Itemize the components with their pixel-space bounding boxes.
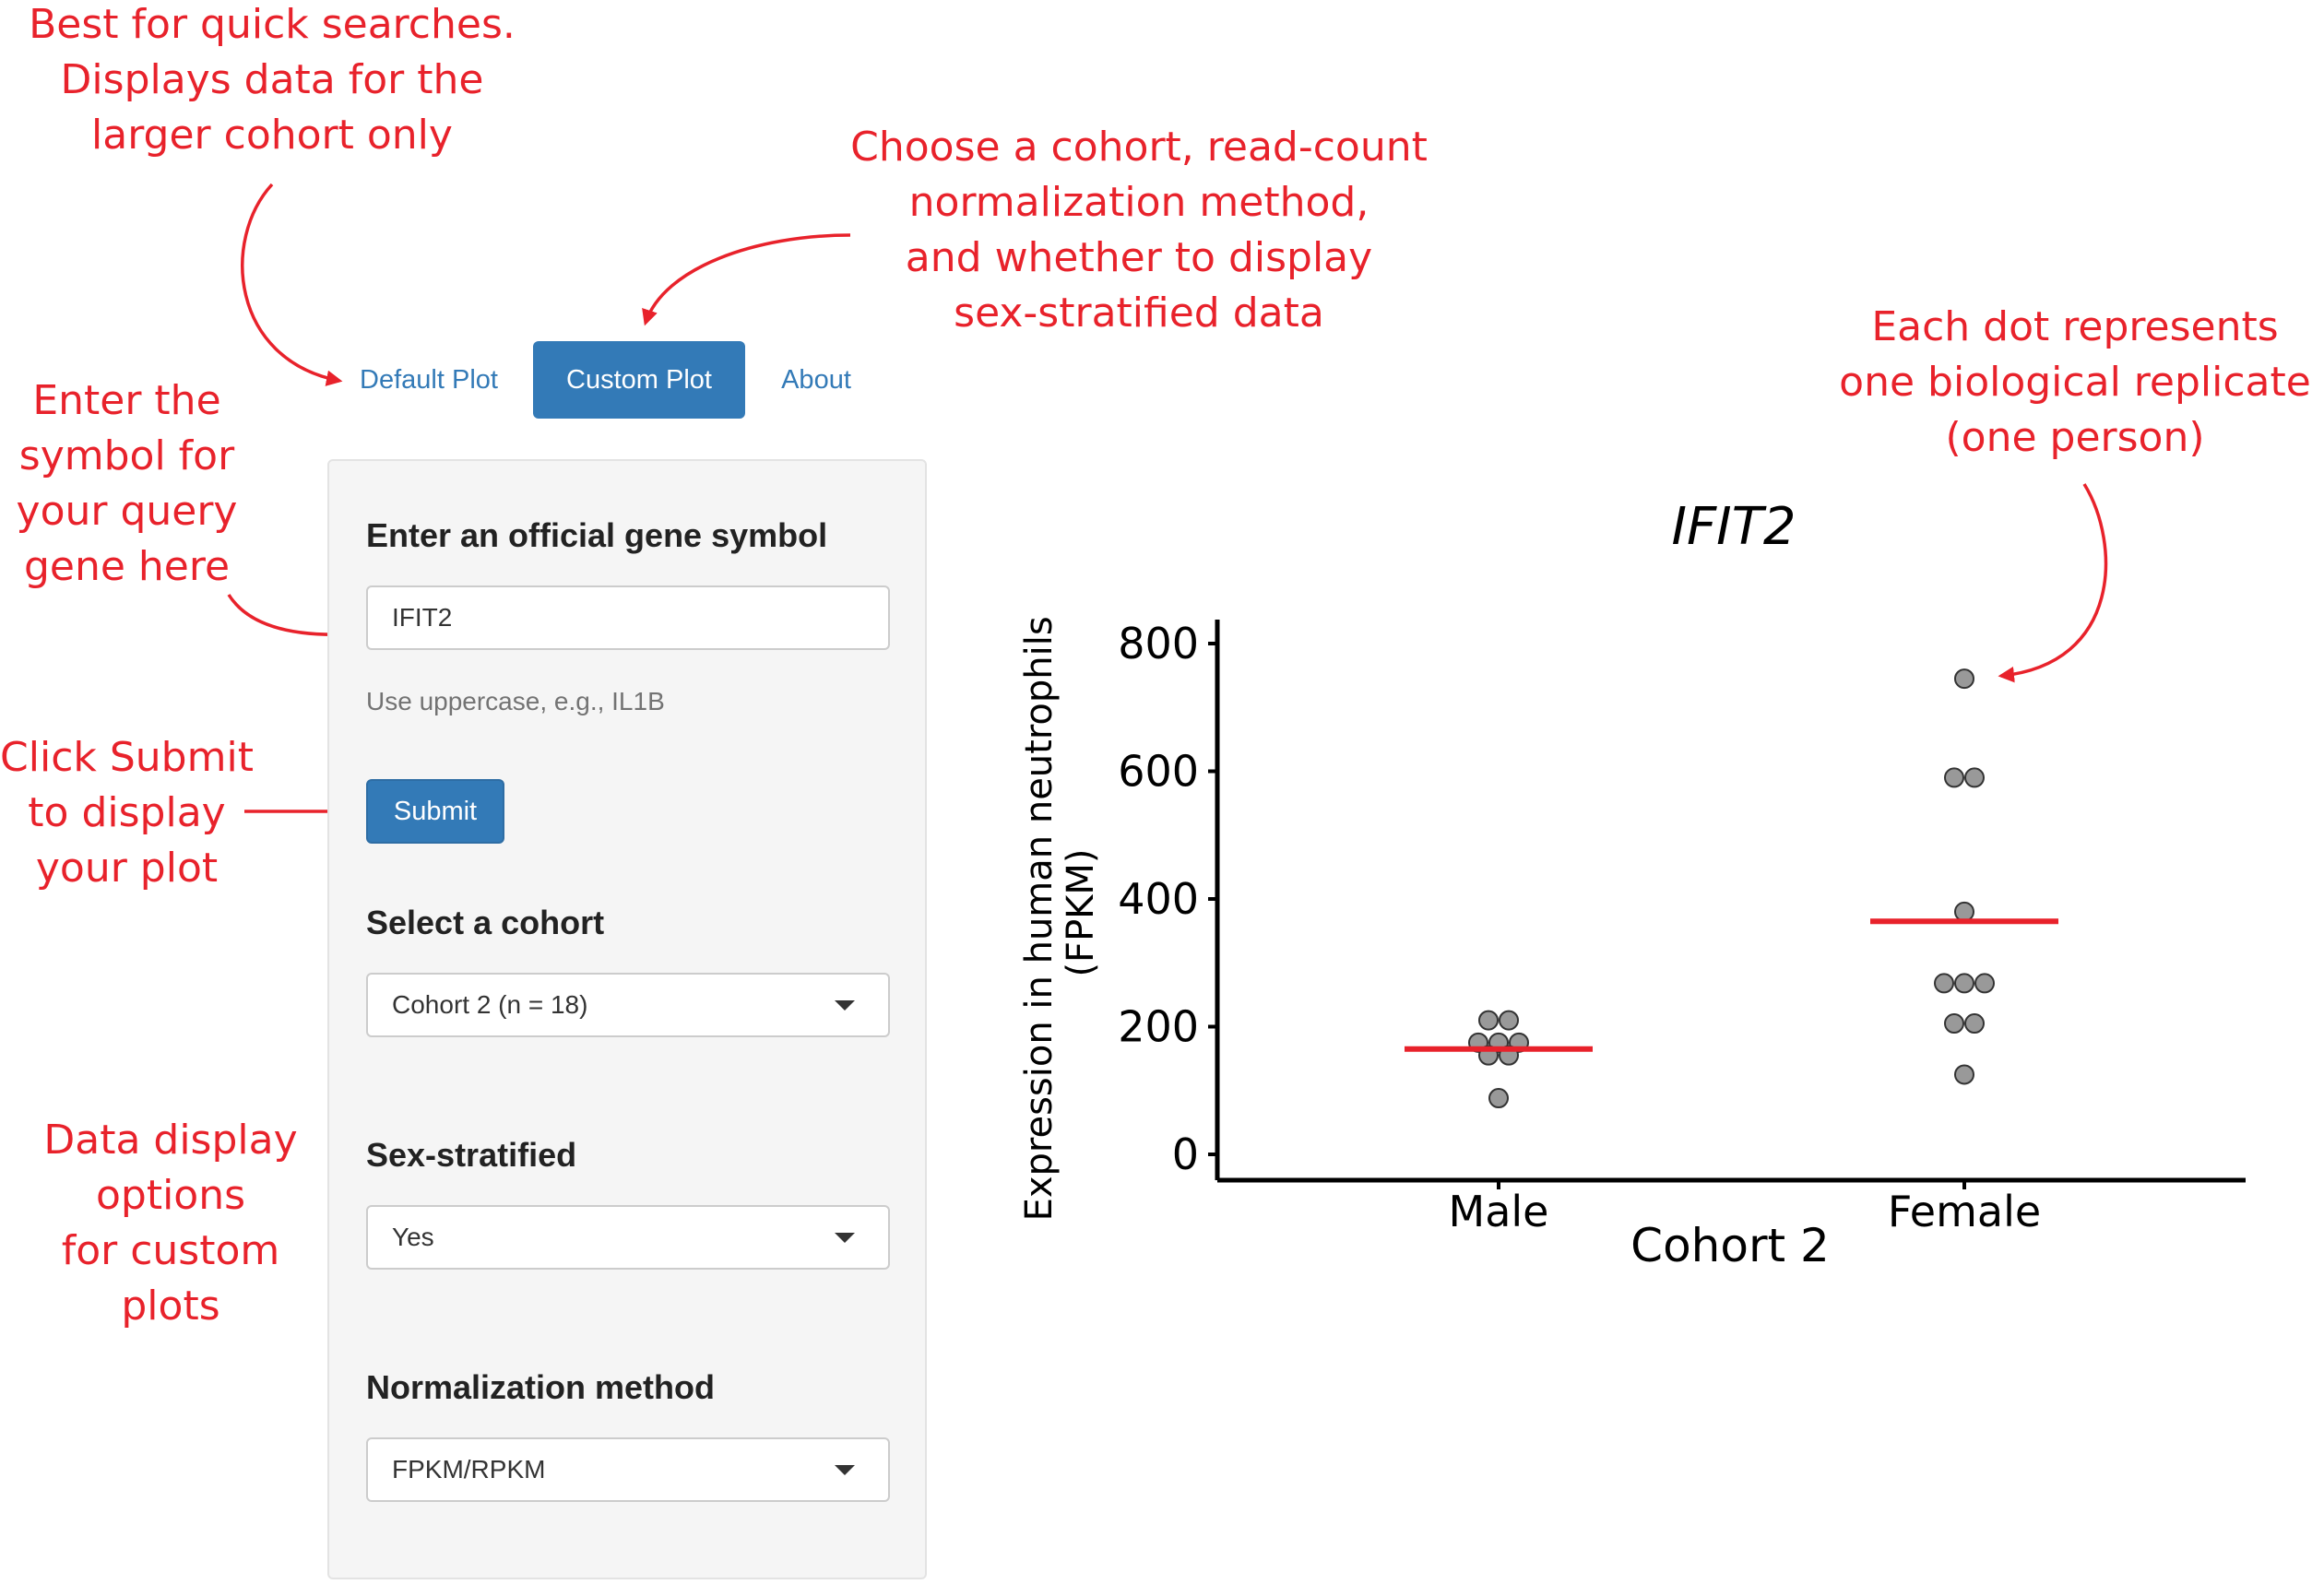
annotation-line: sex-stratified data [954, 290, 1324, 337]
chevron-down-icon [835, 1000, 855, 1011]
x-axis-label: Cohort 2 [1630, 1219, 1830, 1272]
x-tick-label: Female [1888, 1187, 2041, 1236]
x-tick-label: Male [1449, 1187, 1549, 1236]
data-point [1944, 767, 1964, 788]
annotation-line: for custom [61, 1227, 280, 1274]
annotation-line: your plot [35, 845, 219, 892]
annotation-custom-options: Choose a cohort, read-count normalizatio… [839, 120, 1439, 341]
chart-title: IFIT2 [1671, 497, 1796, 557]
submit-label: Submit [393, 796, 478, 826]
sex-stratified-value: Yes [392, 1223, 434, 1251]
annotation-line: Best for quick searches. [29, 1, 516, 48]
cohort-select[interactable]: Cohort 2 (n = 18) [366, 973, 890, 1037]
chevron-down-icon [835, 1465, 855, 1475]
gene-help-text: Use uppercase, e.g., IL1B [366, 687, 665, 715]
annotation-line: Each dot represents [1871, 303, 2279, 350]
annotation-line: Choose a cohort, read-count [850, 124, 1428, 171]
tab-label: Custom Plot [566, 364, 712, 395]
options-panel: Enter an official gene symbol IFIT2 Use … [327, 459, 927, 1579]
annotation-quick-search: Best for quick searches. Displays data f… [18, 0, 526, 163]
data-point [1954, 668, 1974, 690]
cohort-label: Select a cohort [366, 904, 605, 941]
annotation-line: plots [121, 1283, 220, 1330]
annotation-line: options [95, 1172, 246, 1219]
tab-custom-plot[interactable]: Custom Plot [533, 341, 745, 419]
annotation-line: (one person) [1945, 414, 2205, 461]
annotation-line: Displays data for the [60, 56, 484, 103]
data-point [1954, 973, 1974, 994]
data-point [1954, 901, 1974, 922]
tab-about[interactable]: About [761, 341, 871, 419]
data-point [1488, 1088, 1509, 1109]
sex-stratified-select[interactable]: Yes [366, 1205, 890, 1270]
cohort-select-value: Cohort 2 (n = 18) [392, 990, 588, 1019]
gene-label: Enter an official gene symbol [366, 516, 828, 554]
data-point [1934, 973, 1954, 994]
data-point [1974, 973, 1995, 994]
y-axis-label-line-2: (FPKM) [1060, 848, 1102, 976]
normalization-value: FPKM/RPKM [392, 1455, 546, 1484]
annotation-line: gene here [23, 543, 231, 590]
annotation-line: to display [28, 789, 226, 836]
annotation-line: Enter the [32, 377, 221, 424]
annotation-line: symbol for [18, 432, 235, 479]
annotation-line: Click Submit [0, 734, 254, 781]
tab-default-plot[interactable]: Default Plot [341, 341, 516, 419]
annotation-dot-meaning: Each dot represents one biological repli… [1821, 300, 2312, 466]
tab-label: About [781, 364, 851, 395]
data-point [1944, 1013, 1964, 1034]
y-tick-label: 200 [1118, 1002, 1199, 1052]
tab-label: Default Plot [360, 364, 498, 395]
submit-button[interactable]: Submit [366, 779, 504, 844]
annotation-line: larger cohort only [91, 112, 453, 159]
y-tick-label: 0 [1172, 1129, 1199, 1179]
data-point [1954, 1064, 1974, 1085]
y-tick-label: 400 [1118, 874, 1199, 924]
y-axis-label: Expression in human neutrophils (FPKM) [1018, 605, 1102, 1222]
annotation-data-display: Data display options for custom plots [28, 1113, 314, 1334]
annotation-line: and whether to display [905, 234, 1373, 281]
annotation-enter-symbol: Enter the symbol for your query gene her… [0, 373, 254, 595]
annotation-line: normalization method, [908, 179, 1369, 226]
y-tick-label: 600 [1118, 747, 1199, 797]
data-point [1964, 767, 1985, 788]
sex-stratified-label: Sex-stratified [366, 1136, 577, 1174]
y-tick-label: 800 [1118, 619, 1199, 668]
annotation-line: one biological replicate [1839, 359, 2311, 406]
annotation-click-submit: Click Submit to display your plot [0, 730, 254, 896]
data-point [1964, 1013, 1985, 1034]
gene-input-value: IFIT2 [392, 603, 453, 632]
data-point [1478, 1010, 1499, 1031]
normalization-select[interactable]: FPKM/RPKM [366, 1437, 890, 1502]
annotation-line: Data display [43, 1117, 298, 1164]
y-axis-label-line-1: Expression in human neutrophils [1018, 616, 1061, 1221]
data-point [1499, 1010, 1519, 1031]
annotation-line: your query [16, 488, 238, 535]
normalization-label: Normalization method [366, 1368, 716, 1406]
chevron-down-icon [835, 1233, 855, 1243]
gene-input[interactable]: IFIT2 [366, 585, 890, 650]
